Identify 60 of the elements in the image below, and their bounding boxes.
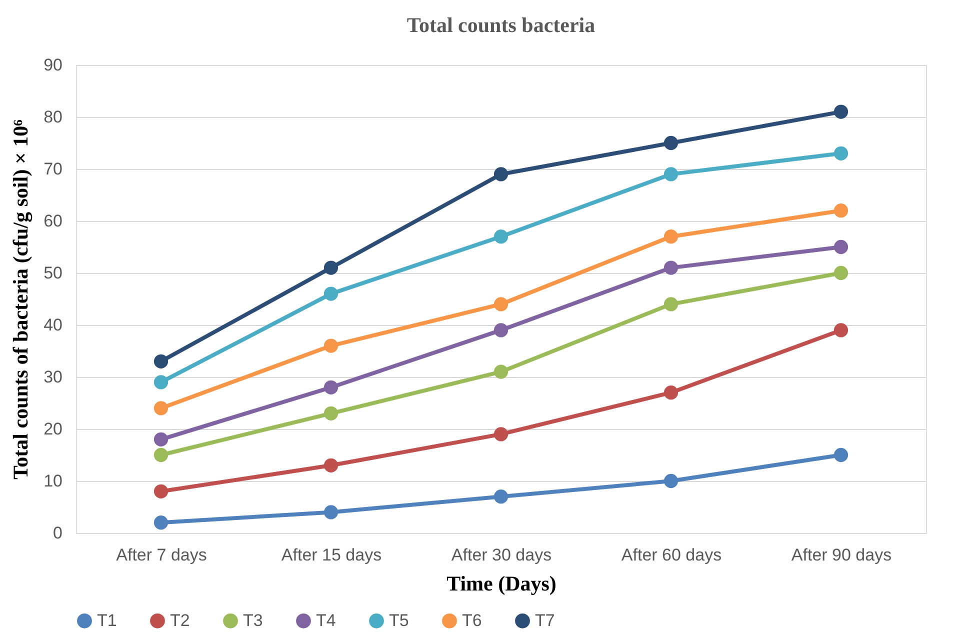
point: [324, 286, 338, 301]
point: [834, 323, 848, 338]
legend-label: T2: [170, 610, 190, 630]
point: [494, 230, 508, 244]
x-tick-label: After 90 days: [791, 546, 892, 564]
legend-label: T1: [97, 610, 117, 630]
y-tick-label: 0: [53, 524, 62, 542]
y-tick-label: 50: [44, 264, 62, 282]
point: [664, 386, 678, 400]
point: [324, 505, 338, 520]
point: [154, 484, 168, 498]
y-tick-label: 70: [44, 160, 62, 178]
point: [494, 297, 508, 312]
legend-label: T6: [462, 610, 482, 630]
point: [324, 260, 338, 275]
y-tick-label: 80: [44, 108, 62, 126]
x-tick-label: After 15 days: [281, 546, 382, 564]
point: [154, 448, 168, 462]
point: [664, 260, 678, 275]
point: [324, 380, 338, 394]
y-tick-label: 10: [44, 472, 62, 490]
y-axis-title: Total counts of bacteria (cfu/g soil) × 10⁶: [8, 120, 33, 480]
point: [664, 230, 678, 244]
point: [154, 432, 168, 446]
point: [834, 266, 848, 280]
point: [834, 204, 848, 218]
point: [664, 167, 678, 182]
y-tick-label: 40: [44, 316, 62, 334]
point: [834, 104, 848, 119]
y-tick-label: 90: [44, 56, 62, 74]
point: [154, 401, 168, 416]
x-tick-label: After 60 days: [621, 546, 722, 564]
point: [664, 136, 678, 150]
point: [834, 448, 848, 462]
legend-label: T3: [243, 610, 263, 630]
point: [664, 474, 678, 488]
point: [494, 364, 508, 379]
point: [324, 338, 338, 353]
point: [834, 240, 848, 254]
point: [324, 406, 338, 420]
point: [324, 458, 338, 472]
point: [154, 375, 168, 390]
point: [154, 516, 168, 530]
y-tick-label: 60: [44, 212, 62, 230]
x-axis-title: Time (Days): [446, 572, 556, 596]
legend-label: T4: [316, 610, 336, 630]
point: [834, 146, 848, 160]
point: [664, 297, 678, 312]
point: [494, 167, 508, 182]
x-tick-label: After 30 days: [451, 546, 552, 564]
point: [154, 354, 168, 368]
y-tick-label: 20: [44, 420, 62, 438]
point: [494, 323, 508, 338]
legend-label: T7: [535, 610, 555, 630]
point: [494, 490, 508, 504]
point: [494, 427, 508, 442]
legend-label: T5: [389, 610, 409, 630]
chart-title: Total counts bacteria: [406, 13, 596, 37]
x-tick-label: After 7 days: [116, 546, 207, 564]
y-tick-label: 30: [44, 368, 62, 386]
